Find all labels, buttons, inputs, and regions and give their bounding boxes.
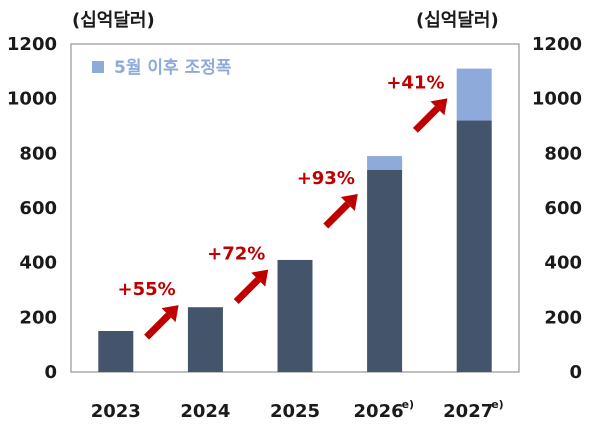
y-tick-label-right: 600 — [544, 198, 582, 219]
bar-base — [456, 120, 492, 373]
bar-base — [367, 169, 403, 372]
bars — [98, 68, 492, 373]
y-tick-label-right: 1000 — [532, 89, 582, 110]
bar-adjustment — [456, 68, 492, 121]
growth-arrow — [412, 105, 440, 133]
bar-base — [277, 259, 313, 372]
x-tick-label: 2024 — [180, 401, 230, 422]
growth-arrow-head — [161, 305, 179, 323]
growth-arrow-head — [430, 98, 448, 116]
x-tick-suffix: e) — [491, 398, 504, 411]
bar-adjustment — [367, 156, 403, 170]
growth-arrow — [233, 277, 261, 305]
y-tick-label-left: 1200 — [7, 34, 57, 55]
growth-arrow-head — [251, 269, 269, 287]
y-axis-left: 0 200 400 600 800 1000 1200 — [7, 34, 57, 383]
growth-arrow — [144, 312, 172, 340]
growth-arrows: +55% +72% +93% +41% — [118, 72, 448, 340]
y-tick-label-right: 400 — [544, 253, 582, 274]
y-tick-label-right: 1200 — [532, 34, 582, 55]
bar-base — [187, 307, 223, 372]
growth-label: +55% — [118, 279, 176, 300]
legend: 5월 이후 조정폭 — [92, 57, 232, 78]
y-tick-label-left: 0 — [44, 362, 57, 383]
x-tick-suffix: e) — [402, 398, 415, 411]
left-unit-label: (십억달러) — [72, 10, 155, 31]
x-tick-label: 2025 — [270, 401, 320, 422]
y-tick-label-right: 0 — [569, 362, 582, 383]
x-tick-label: 2026 — [354, 401, 404, 422]
y-tick-label-left: 800 — [19, 143, 57, 164]
legend-label: 5월 이후 조정폭 — [114, 57, 232, 78]
y-tick-label-right: 800 — [544, 143, 582, 164]
growth-label: +72% — [207, 244, 265, 265]
growth-label: +93% — [297, 168, 355, 189]
legend-swatch — [92, 61, 104, 73]
bar-base — [98, 331, 134, 372]
y-tick-label-left: 400 — [19, 253, 57, 274]
y-tick-label-left: 1000 — [7, 89, 57, 110]
x-tick-label: 2027 — [443, 401, 493, 422]
x-tick-label: 2023 — [91, 401, 141, 422]
y-tick-label-left: 200 — [19, 307, 57, 328]
right-unit-label: (십억달러) — [416, 10, 499, 31]
y-tick-label-left: 600 — [19, 198, 57, 219]
growth-arrow — [323, 201, 351, 229]
growth-label: +41% — [386, 72, 444, 93]
y-tick-label-right: 200 — [544, 307, 582, 328]
y-axis-right: 0 200 400 600 800 1000 1200 — [532, 34, 582, 383]
growth-arrow-head — [340, 194, 358, 211]
